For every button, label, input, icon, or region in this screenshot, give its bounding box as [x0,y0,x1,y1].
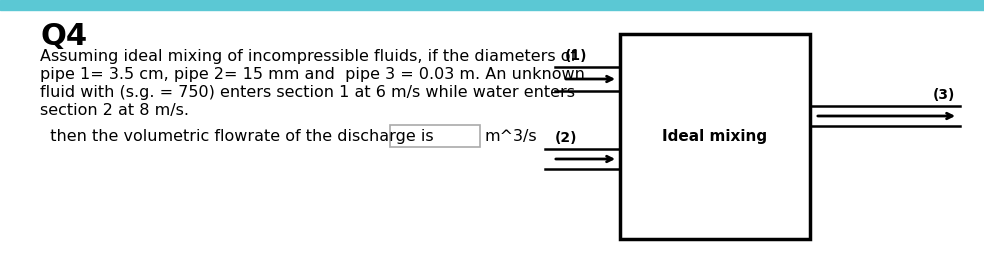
Text: pipe 1= 3.5 cm, pipe 2= 15 mm and  pipe 3 = 0.03 m. An unknown: pipe 1= 3.5 cm, pipe 2= 15 mm and pipe 3… [40,67,584,82]
Text: Ideal mixing: Ideal mixing [662,129,768,144]
Text: section 2 at 8 m/s.: section 2 at 8 m/s. [40,103,189,118]
Text: m^3/s: m^3/s [484,129,536,144]
Text: then the volumetric flowrate of the discharge is: then the volumetric flowrate of the disc… [40,129,434,144]
Bar [0,0,984,10]
Text: (2): (2) [555,131,578,145]
Bar [390,125,480,147]
Text: Assuming ideal mixing of incompressible fluids, if the diameters of: Assuming ideal mixing of incompressible … [40,49,576,64]
Text: (1): (1) [565,49,587,63]
Text: Q4: Q4 [40,22,88,51]
Text: (3): (3) [933,88,955,102]
Text: fluid with (s.g. = 750) enters section 1 at 6 m/s while water enters: fluid with (s.g. = 750) enters section 1… [40,85,575,100]
Bar [620,34,810,239]
